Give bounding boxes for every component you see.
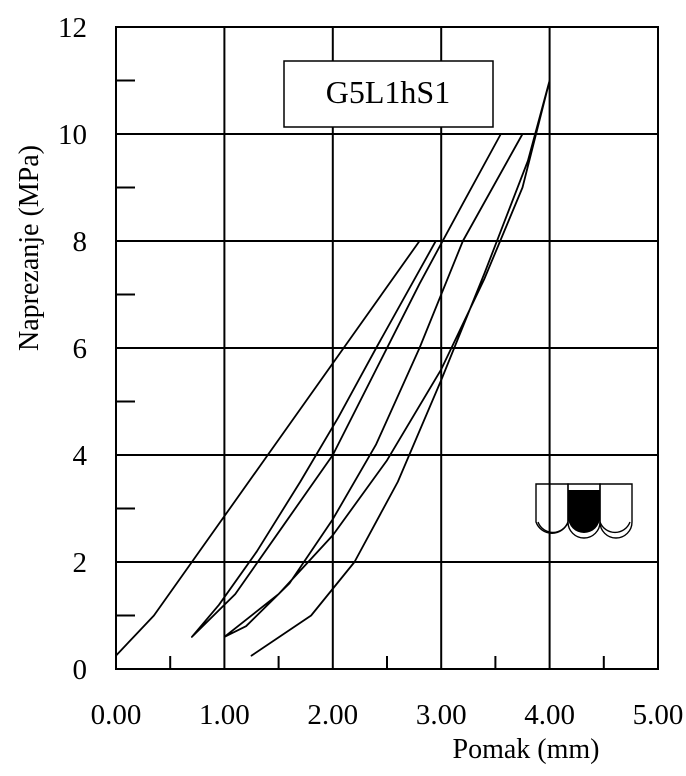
x-tick-label: 4.00 <box>524 699 575 731</box>
specimen-filled-cell <box>568 490 600 533</box>
x-axis-title: Pomak (mm) <box>453 734 600 765</box>
x-tick-label: 1.00 <box>199 699 250 731</box>
y-tick-label: 8 <box>73 226 88 258</box>
x-tick-label: 2.00 <box>307 699 358 731</box>
legend-label: G5L1hS1 <box>326 74 450 110</box>
y-tick-label: 2 <box>73 547 88 579</box>
y-tick-label: 6 <box>73 333 88 365</box>
y-axis-title: Naprezanje (MPa) <box>14 145 45 351</box>
y-tick-label: 12 <box>58 12 87 44</box>
y-tick-label: 4 <box>73 440 88 472</box>
x-tick-label: 3.00 <box>416 699 467 731</box>
legend-box: G5L1hS1 <box>284 61 493 127</box>
x-tick-label: 0.00 <box>91 699 142 731</box>
y-tick-label: 10 <box>58 119 87 151</box>
x-tick-label: 5.00 <box>633 699 684 731</box>
y-tick-label: 0 <box>73 654 88 686</box>
